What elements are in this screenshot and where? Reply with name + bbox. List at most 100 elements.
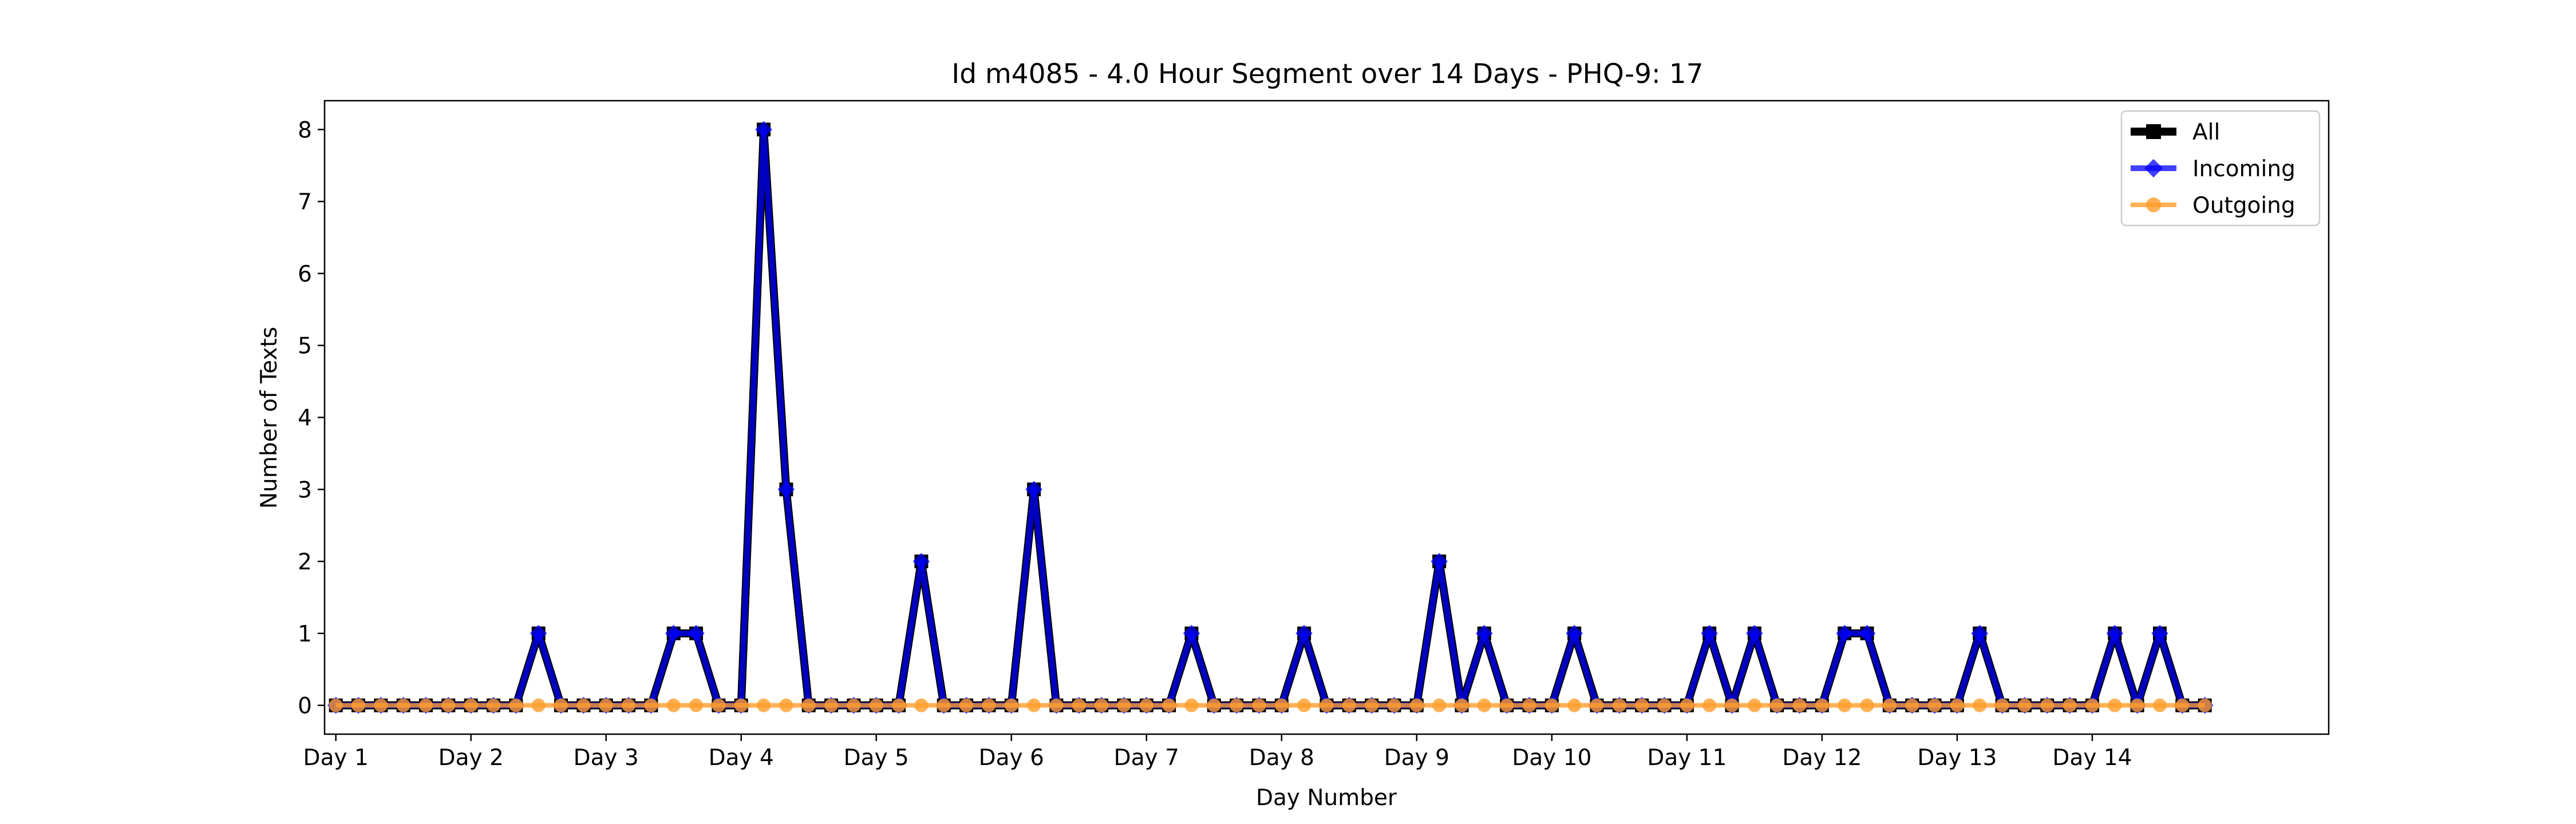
data-point	[644, 698, 658, 712]
data-point	[779, 698, 793, 712]
legend-item-all: All	[2131, 120, 2220, 145]
y-axis: 0 1 2 3 4 5 6 7 8	[298, 117, 325, 719]
data-point	[1274, 698, 1289, 712]
x-axis-label: Day Number	[1256, 785, 1397, 811]
data-point	[1995, 698, 2009, 712]
data-point	[1838, 698, 1852, 712]
data-point	[1702, 698, 1717, 712]
data-point	[2108, 698, 2122, 712]
data-point	[374, 698, 388, 712]
data-point	[1635, 698, 1649, 712]
data-point	[982, 698, 996, 712]
x-tick-label: Day 3	[574, 745, 639, 771]
data-point	[1927, 698, 1942, 712]
data-point	[1025, 481, 1042, 498]
data-point	[1680, 698, 1694, 712]
data-point	[530, 625, 547, 642]
data-point	[1409, 698, 1424, 712]
data-point	[1770, 698, 1784, 712]
data-point	[441, 698, 456, 712]
data-point	[2198, 698, 2212, 712]
data-point	[2106, 625, 2124, 642]
data-point	[599, 698, 613, 712]
data-point	[734, 698, 748, 712]
axes-frame	[323, 100, 2330, 735]
data-point	[2151, 625, 2168, 642]
data-point	[912, 553, 930, 570]
data-point	[509, 698, 523, 712]
data-point	[487, 698, 501, 712]
data-point	[1049, 698, 1064, 712]
legend-item-outgoing: Outgoing	[2131, 193, 2296, 219]
data-point	[622, 698, 636, 712]
series-all	[329, 122, 2212, 712]
y-tick-label: 1	[298, 621, 312, 647]
y-tick-label: 4	[298, 406, 312, 431]
data-point	[351, 698, 366, 712]
data-point	[1230, 698, 1244, 712]
legend-label: Incoming	[2192, 156, 2296, 182]
data-point	[1567, 698, 1582, 712]
data-point	[1297, 698, 1311, 712]
data-point	[1836, 625, 1854, 642]
legend-box	[2120, 110, 2321, 227]
data-point	[1139, 698, 1153, 712]
chart-title: Id m4085 - 4.0 Hour Segment over 14 Days…	[951, 58, 1703, 90]
legend-label: Outgoing	[2192, 193, 2296, 219]
x-tick-label: Day 6	[979, 745, 1044, 771]
data-point	[1701, 625, 1718, 642]
data-point	[1027, 698, 1041, 712]
x-axis: Day 1 Day 2 Day 3 Day 4 Day 5 Day 6 Day 7 Day 8…	[303, 734, 2132, 771]
data-point	[1432, 698, 1447, 712]
data-point	[1950, 698, 1964, 712]
data-point	[419, 698, 433, 712]
legend-marker	[2146, 124, 2161, 139]
data-point	[2175, 698, 2190, 712]
data-point	[1477, 698, 1491, 712]
data-point	[576, 698, 591, 712]
data-point	[329, 698, 343, 712]
y-tick-label: 3	[298, 477, 312, 503]
data-point	[959, 698, 974, 712]
data-point	[1612, 698, 1626, 712]
data-point	[2063, 698, 2077, 712]
y-tick-label: 5	[298, 334, 312, 359]
x-tick-label: Day 11	[1647, 745, 1726, 771]
data-point	[464, 698, 478, 712]
data-point	[869, 698, 883, 712]
data-point	[1183, 625, 1200, 642]
legend-label: All	[2192, 120, 2220, 145]
data-point	[2130, 698, 2144, 712]
data-point	[755, 121, 772, 138]
legend-marker	[2146, 197, 2161, 212]
data-point	[1342, 698, 1356, 712]
x-tick-label: Day 12	[1782, 745, 1862, 771]
data-point	[2152, 698, 2167, 712]
data-point	[1475, 625, 1493, 642]
data-point	[1072, 698, 1086, 712]
data-point	[847, 698, 861, 712]
x-tick-label: Day 8	[1249, 745, 1314, 771]
series-line-incoming	[335, 126, 2205, 708]
data-point	[1858, 625, 1876, 642]
data-point	[1971, 625, 1989, 642]
data-point	[689, 698, 704, 712]
data-point	[1207, 698, 1221, 712]
data-point	[1973, 698, 1987, 712]
data-point	[1095, 698, 1109, 712]
series-line-all	[335, 125, 2205, 710]
data-point	[1792, 698, 1807, 712]
data-point	[2085, 698, 2099, 712]
data-point	[1431, 553, 1448, 570]
data-point	[1747, 698, 1761, 712]
x-tick-label: Day 1	[303, 745, 369, 771]
data-point	[801, 698, 816, 712]
data-point	[937, 698, 951, 712]
data-point	[1365, 698, 1379, 712]
data-point	[665, 625, 682, 642]
data-point	[1455, 698, 1469, 712]
data-point	[554, 698, 568, 712]
series-incoming	[327, 121, 2214, 714]
data-point	[1566, 625, 1583, 642]
data-point	[1500, 698, 1514, 712]
